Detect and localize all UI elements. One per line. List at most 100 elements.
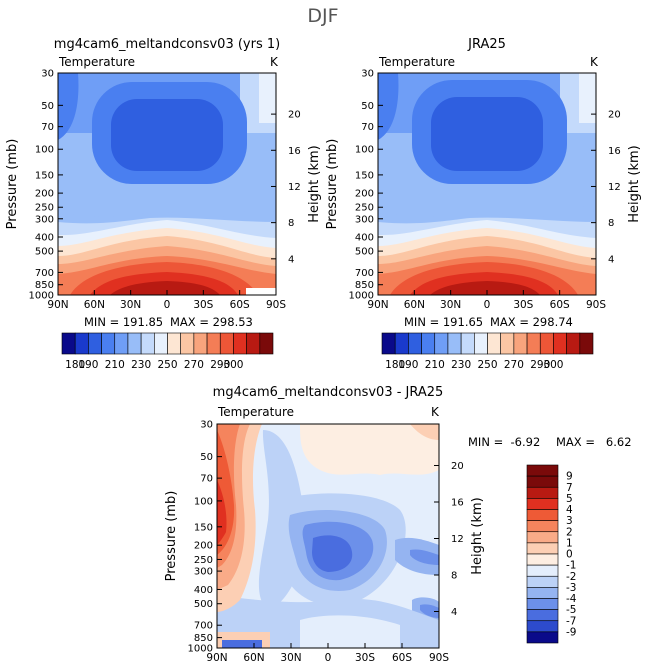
height-tick-label: 4: [451, 607, 457, 618]
panel-model-max: MAX = 298.53: [170, 315, 253, 329]
y-tick-label: 700: [355, 268, 374, 279]
y-axis-title: Pressure (mb): [5, 139, 20, 230]
x-tick-label: 30N: [120, 299, 141, 311]
colorbar-swatch: [526, 475, 559, 488]
colorbar-label: 7: [566, 482, 573, 494]
figure-title: DJF: [307, 5, 338, 27]
y-tick-label: 700: [194, 621, 213, 632]
x-tick-label: 0: [164, 299, 171, 311]
colorbar-label: 250: [157, 359, 177, 371]
y-tick-label: 850: [194, 633, 213, 644]
height-tick-label: 12: [288, 182, 301, 193]
colorbar-swatch: [381, 332, 396, 355]
y-tick-label: 30: [41, 69, 54, 80]
y-tick-label: 1000: [349, 291, 374, 302]
colorbar-label: 210: [105, 359, 125, 371]
height-tick-label: 16: [288, 146, 301, 157]
panel-obs-field: [378, 73, 596, 295]
colorbar-swatch: [394, 332, 409, 355]
colorbar-swatch: [579, 332, 594, 355]
colorbar-swatch: [114, 332, 129, 355]
height-tick-label: 4: [608, 254, 614, 265]
panel-diff: mg4cam6_meltandconsv03 - JRA25 Temperatu…: [164, 385, 632, 664]
panel-model-min: MIN = 191.85: [84, 315, 163, 329]
colorbar-label: 180: [65, 359, 85, 371]
height-tick-label: 20: [451, 461, 464, 472]
panel-diff-variable: Temperature: [217, 405, 294, 419]
x-tick-label: 30S: [193, 299, 213, 311]
y-tick-label: 250: [355, 203, 374, 214]
colorbar-swatch: [140, 332, 155, 355]
x-tick-label: 60S: [392, 652, 412, 664]
panel-model: mg4cam6_meltandconsv03 (yrs 1) Temperatu…: [5, 37, 322, 371]
colorbar-swatch: [526, 587, 559, 599]
colorbar-label: 270: [504, 359, 524, 371]
colorbar-swatch: [421, 332, 436, 355]
y-tick-label: 50: [41, 101, 54, 112]
panel-model-field: [58, 73, 276, 295]
colorbar-label: 190: [78, 359, 98, 371]
y-tick-label: 400: [35, 232, 54, 243]
height-tick-label: 8: [288, 218, 294, 229]
x-tick-label: 90N: [206, 652, 227, 664]
height-tick-label: 16: [608, 146, 621, 157]
y-tick-label: 150: [194, 522, 213, 533]
y-tick-label: 30: [361, 69, 374, 80]
x-tick-label: 90S: [266, 299, 286, 311]
colorbar-swatch: [246, 332, 261, 355]
colorbar-label: 230: [131, 359, 151, 371]
colorbar-swatch: [61, 332, 76, 355]
y-tick-label: 500: [355, 247, 374, 258]
y-tick-label: 400: [194, 585, 213, 596]
colorbar-label: 230: [451, 359, 471, 371]
x-tick-label: 60S: [550, 299, 570, 311]
y-tick-label: 100: [355, 145, 374, 156]
x-tick-label: 60N: [84, 299, 105, 311]
colorbar-swatch: [526, 609, 559, 622]
y-tick-label: 200: [355, 189, 374, 200]
colorbar-swatch: [500, 332, 515, 355]
colorbar-swatch: [526, 620, 559, 633]
colorbar-swatch: [167, 332, 181, 355]
colorbar-label: 270: [184, 359, 204, 371]
height-axis-title: Height (km): [470, 497, 485, 574]
y-tick-label: 200: [194, 541, 213, 552]
y-tick-label: 500: [194, 599, 213, 610]
y-tick-label: 70: [41, 122, 54, 133]
height-tick-label: 12: [451, 534, 464, 545]
colorbar-label: -1: [566, 560, 576, 572]
y-tick-label: 1000: [188, 644, 213, 655]
colorbar-label: -5: [566, 604, 576, 616]
colorbar-swatch: [526, 486, 559, 499]
colorbar-swatch: [219, 332, 234, 355]
y-tick-label: 150: [355, 170, 374, 181]
colorbar-swatch: [154, 332, 168, 355]
colorbar-swatch: [539, 332, 554, 355]
panel-obs-max: MAX = 298.74: [490, 315, 573, 329]
x-tick-label: 90N: [47, 299, 68, 311]
colorbar-label: 210: [425, 359, 445, 371]
colorbar-label: 300: [223, 359, 243, 371]
y-tick-label: 1000: [29, 291, 54, 302]
colorbar-swatch: [180, 332, 195, 355]
colorbar-swatch: [526, 553, 559, 566]
y-tick-label: 500: [35, 247, 54, 258]
height-tick-label: 20: [608, 110, 621, 121]
x-tick-label: 30S: [513, 299, 533, 311]
colorbar-label: 4: [566, 504, 573, 516]
colorbar-swatch: [526, 520, 559, 533]
colorbar-swatch: [408, 332, 422, 355]
x-tick-label: 30S: [355, 652, 375, 664]
panel-model-units: K: [270, 55, 279, 69]
y-axis-title: Pressure (mb): [164, 491, 179, 582]
colorbar-swatch: [526, 509, 559, 521]
colorbar-swatch: [526, 498, 559, 510]
colorbar-swatch: [526, 464, 559, 477]
colorbar-label: 290: [530, 359, 550, 371]
panel-obs-variable: Temperature: [378, 55, 455, 69]
colorbar-label: 180: [385, 359, 405, 371]
colorbar-swatch: [553, 332, 567, 355]
colorbar-label: 300: [543, 359, 563, 371]
panel-obs-units: K: [590, 55, 599, 69]
panel-diff-units: K: [431, 405, 440, 419]
